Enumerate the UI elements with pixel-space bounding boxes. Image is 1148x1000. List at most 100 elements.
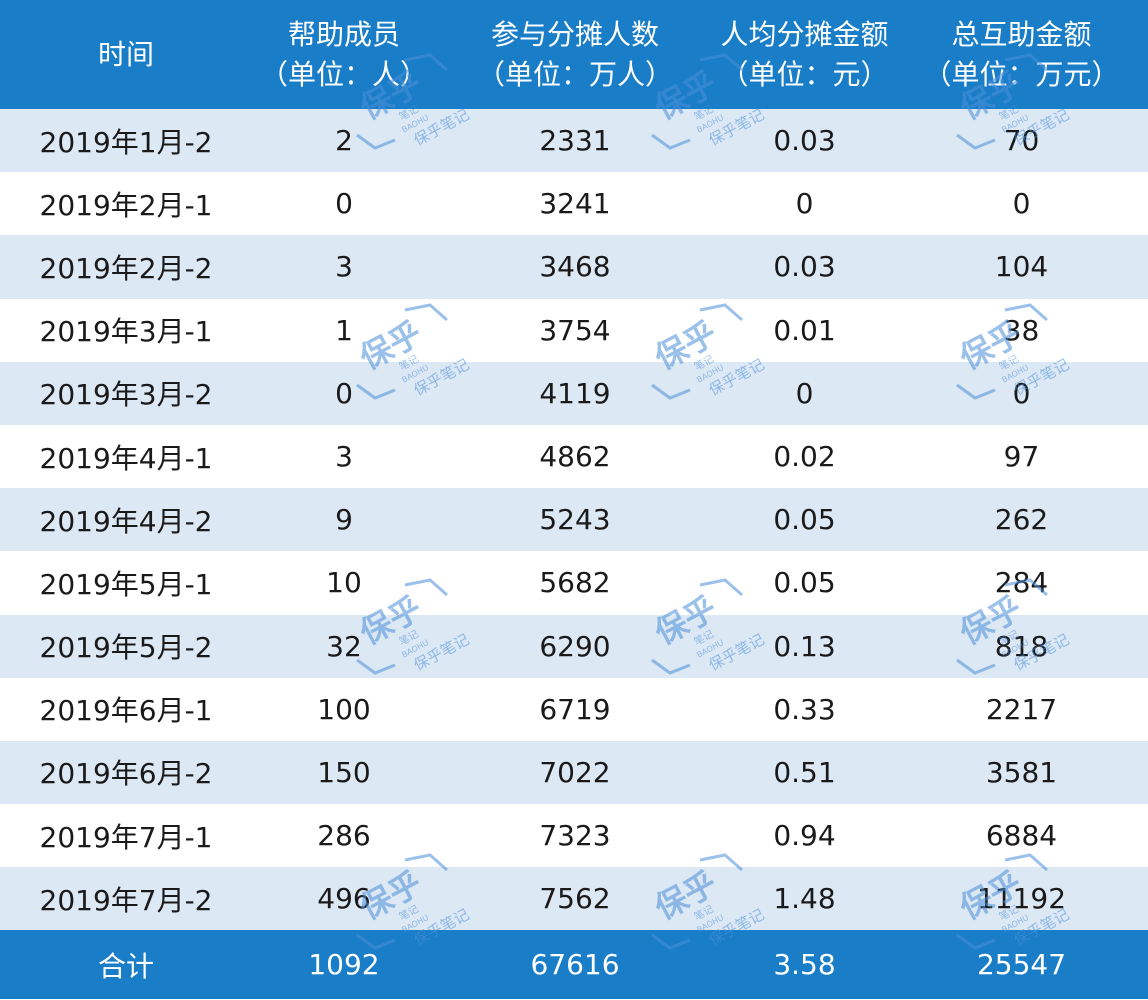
value-cell: 10 xyxy=(252,551,436,615)
value-cell: 0 xyxy=(252,361,436,425)
total-cell: 1092 xyxy=(252,930,436,1000)
value-cell: 150 xyxy=(252,740,436,805)
value-cell: 0.51 xyxy=(714,740,895,805)
total-row: 合计 1092 67616 3.58 25547 xyxy=(0,930,1148,1000)
time-cell: 2019年5月-1 xyxy=(0,551,252,615)
table-row: 2019年5月-2 32 6290 0.13 818 xyxy=(0,614,1148,678)
value-cell: 0.01 xyxy=(714,298,895,362)
value-cell: 3468 xyxy=(436,235,714,299)
value-cell: 5243 xyxy=(436,488,714,552)
table-row: 2019年2月-1 0 3241 0 0 xyxy=(0,172,1148,236)
time-cell: 2019年7月-1 xyxy=(0,804,252,868)
value-cell: 0.13 xyxy=(714,614,895,678)
value-cell: 0.03 xyxy=(714,109,895,173)
header-helped-members: 帮助成员 （单位：人） xyxy=(252,0,436,109)
time-cell: 2019年3月-2 xyxy=(0,361,252,425)
table-row: 2019年3月-2 0 4119 0 0 xyxy=(0,361,1148,425)
value-cell: 496 xyxy=(252,867,436,931)
table-row: 2019年1月-2 2 2331 0.03 70 xyxy=(0,109,1148,173)
value-cell: 3754 xyxy=(436,298,714,362)
time-cell: 2019年4月-1 xyxy=(0,424,252,489)
value-cell: 9 xyxy=(252,488,436,552)
table-row: 2019年3月-1 1 3754 0.01 38 xyxy=(0,298,1148,362)
time-cell: 2019年6月-2 xyxy=(0,740,252,805)
value-cell: 0 xyxy=(895,172,1148,236)
value-cell: 0.05 xyxy=(714,488,895,552)
header-unit: （单位：万人） xyxy=(476,57,673,91)
value-cell: 2217 xyxy=(895,677,1148,741)
value-cell: 284 xyxy=(895,551,1148,615)
value-cell: 262 xyxy=(895,488,1148,552)
time-cell: 2019年2月-2 xyxy=(0,235,252,299)
value-cell: 32 xyxy=(252,614,436,678)
total-label: 合计 xyxy=(0,930,252,1000)
value-cell: 0.02 xyxy=(714,424,895,489)
table-row: 2019年5月-1 10 5682 0.05 284 xyxy=(0,551,1148,615)
table-row: 2019年7月-2 496 7562 1.48 11192 xyxy=(0,867,1148,931)
value-cell: 3 xyxy=(252,235,436,299)
time-cell: 2019年6月-1 xyxy=(0,677,252,741)
total-cell: 25547 xyxy=(895,930,1148,1000)
value-cell: 3241 xyxy=(436,172,714,236)
value-cell: 3581 xyxy=(895,740,1148,805)
value-cell: 0.05 xyxy=(714,551,895,615)
value-cell: 1 xyxy=(252,298,436,362)
header-title: 人均分摊金额 xyxy=(720,17,889,51)
table-row: 2019年6月-2 150 7022 0.51 3581 xyxy=(0,740,1148,805)
value-cell: 0 xyxy=(714,172,895,236)
value-cell: 0 xyxy=(714,361,895,425)
value-cell: 286 xyxy=(252,804,436,868)
value-cell: 6884 xyxy=(895,804,1148,868)
value-cell: 11192 xyxy=(895,867,1148,931)
time-cell: 2019年2月-1 xyxy=(0,172,252,236)
time-cell: 2019年4月-2 xyxy=(0,488,252,552)
time-cell: 2019年3月-1 xyxy=(0,298,252,362)
value-cell: 38 xyxy=(895,298,1148,362)
value-cell: 70 xyxy=(895,109,1148,173)
value-cell: 4119 xyxy=(436,361,714,425)
value-cell: 818 xyxy=(895,614,1148,678)
time-cell: 2019年5月-2 xyxy=(0,614,252,678)
value-cell: 7323 xyxy=(436,804,714,868)
table-row: 2019年6月-1 100 6719 0.33 2217 xyxy=(0,677,1148,741)
value-cell: 97 xyxy=(895,424,1148,489)
value-cell: 4862 xyxy=(436,424,714,489)
value-cell: 2 xyxy=(252,109,436,173)
value-cell: 7562 xyxy=(436,867,714,931)
table-row: 2019年7月-1 286 7323 0.94 6884 xyxy=(0,804,1148,868)
header-title: 帮助成员 xyxy=(287,17,400,51)
time-cell: 2019年7月-2 xyxy=(0,867,252,931)
value-cell: 0.03 xyxy=(714,235,895,299)
value-cell: 0 xyxy=(252,172,436,236)
value-cell: 6290 xyxy=(436,614,714,678)
header-title: 总互助金额 xyxy=(951,17,1092,51)
value-cell: 0.33 xyxy=(714,677,895,741)
value-cell: 0 xyxy=(895,361,1148,425)
header-time: 时间 xyxy=(0,0,252,109)
value-cell: 0.94 xyxy=(714,804,895,868)
header-unit: （单位：万元） xyxy=(923,57,1120,91)
value-cell: 104 xyxy=(895,235,1148,299)
total-cell: 3.58 xyxy=(714,930,895,1000)
table-row: 2019年4月-2 9 5243 0.05 262 xyxy=(0,488,1148,552)
header-participants: 参与分摊人数 （单位：万人） xyxy=(436,0,714,109)
value-cell: 5682 xyxy=(436,551,714,615)
value-cell: 100 xyxy=(252,677,436,741)
header-title: 参与分摊人数 xyxy=(490,17,659,51)
header-row: 时间 帮助成员 （单位：人） 参与分摊人数 （单位：万人） 人均分摊金额 （单位… xyxy=(0,0,1148,109)
value-cell: 2331 xyxy=(436,109,714,173)
table-body: 2019年1月-2 2 2331 0.03 70 2019年2月-1 0 3241 0 0 2019… xyxy=(0,109,1148,931)
header-per-capita: 人均分摊金额 （单位：元） xyxy=(714,0,895,109)
header-unit: （单位：人） xyxy=(259,57,428,91)
table-row: 2019年4月-1 3 4862 0.02 97 xyxy=(0,424,1148,489)
value-cell: 3 xyxy=(252,424,436,489)
value-cell: 1.48 xyxy=(714,867,895,931)
header-unit: （单位：元） xyxy=(720,57,889,91)
table-row: 2019年2月-2 3 3468 0.03 104 xyxy=(0,235,1148,299)
value-cell: 6719 xyxy=(436,677,714,741)
time-cell: 2019年1月-2 xyxy=(0,109,252,173)
value-cell: 7022 xyxy=(436,740,714,805)
header-title: 时间 xyxy=(97,37,154,71)
total-cell: 67616 xyxy=(436,930,714,1000)
